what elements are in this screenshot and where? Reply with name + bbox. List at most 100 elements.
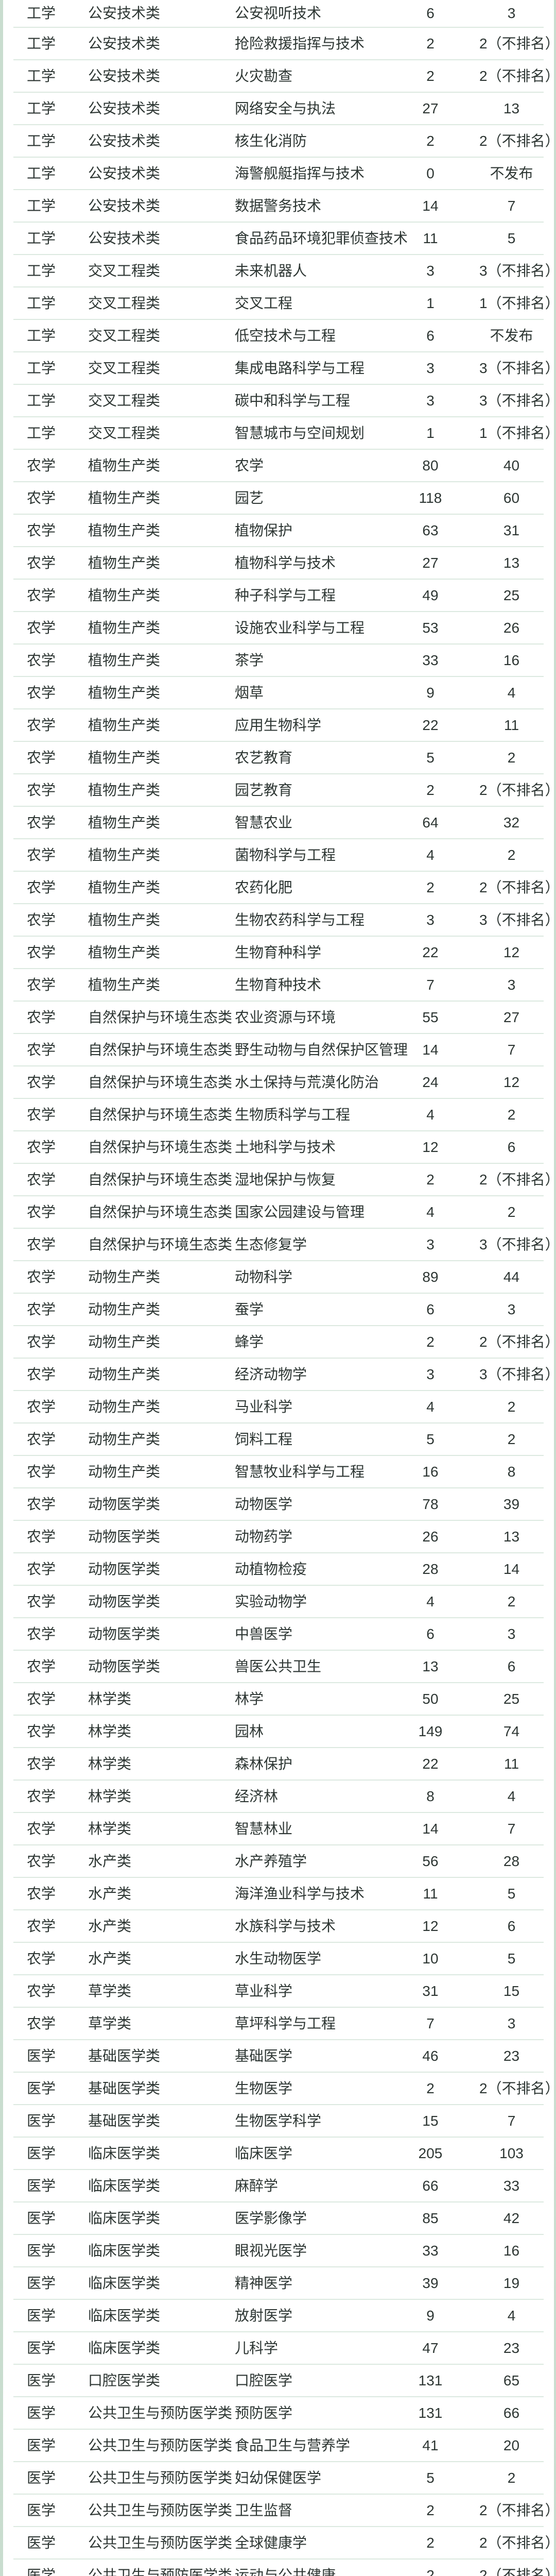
table-row: 医学 公共卫生与预防医学类 食品卫生与营养学 41 20 [13,2429,544,2461]
rank-cell: 16 [503,652,520,668]
rank-cell: 2 [507,2469,516,2486]
major-cell: 动物药学 [235,1528,293,1545]
category-cell: 交叉工程类 [88,425,161,441]
table-row: 农学 动物医学类 中兽医学 6 3 [13,1617,544,1650]
major-cell: 全球健康学 [235,2534,307,2551]
table-row: 农学 自然保护与环境生态类 水土保持与荒漠化防治 24 12 [13,1065,544,1098]
table-row: 工学 交叉工程类 低空技术与工程 6 不发布 [13,319,544,351]
count-cell: 9 [426,2307,435,2324]
major-cell: 公安视听技术 [235,5,322,21]
table-row: 工学 公安技术类 数据警务技术 14 7 [13,189,544,222]
table-row: 医学 公共卫生与预防医学类 全球健康学 2 2（不排名） [13,2526,556,2558]
major-cell: 医学影像学 [235,2210,307,2226]
category-cell: 公共卫生与预防医学类 [88,2502,233,2518]
rank-cell: 4 [507,684,516,701]
rank-cell: 2（不排名） [479,1171,556,1188]
table-row: 农学 动物生产类 动物科学 89 44 [13,1260,544,1293]
table-row: 农学 草学类 草业科学 31 15 [13,1974,544,2007]
major-cell: 临床医学 [235,2145,293,2161]
major-cell: 妇幼保健医学 [235,2469,322,2486]
table-row: 农学 自然保护与环境生态类 国家公园建设与管理 4 2 [13,1195,544,1228]
category-cell: 自然保护与环境生态类 [88,1171,233,1188]
count-cell: 27 [422,554,439,571]
discipline-cell: 农学 [27,2015,56,2031]
category-cell: 植物生产类 [88,944,161,960]
count-cell: 89 [422,1268,439,1285]
category-cell: 基础医学类 [88,2080,161,2096]
count-cell: 3 [426,1236,435,1252]
category-cell: 公安技术类 [88,132,161,149]
category-cell: 临床医学类 [88,2210,161,2226]
rank-cell: 25 [503,587,520,603]
count-cell: 6 [426,1625,435,1642]
category-cell: 公安技术类 [88,35,161,52]
table-row: 农学 自然保护与环境生态类 农业资源与环境 55 27 [13,1001,544,1033]
major-cell: 生物农药科学与工程 [235,911,365,928]
major-cell: 农业资源与环境 [235,1009,336,1025]
major-cell: 农艺教育 [235,749,293,766]
category-cell: 植物生产类 [88,814,161,831]
major-cell: 菌物科学与工程 [235,846,336,863]
category-cell: 林学类 [88,1820,132,1837]
major-cell: 运动与公共健康 [235,2567,336,2576]
count-cell: 64 [422,814,439,831]
major-cell: 土地科学与技术 [235,1139,336,1155]
discipline-cell: 农学 [27,1074,56,1090]
rank-cell: 6 [507,1918,516,1934]
rank-cell: 2（不排名） [479,132,556,149]
discipline-cell: 农学 [27,911,56,928]
rank-cell: 3（不排名） [479,360,556,376]
discipline-cell: 医学 [27,2469,56,2486]
table-row: 工学 交叉工程类 未来机器人 3 3（不排名） [13,254,556,286]
discipline-cell: 工学 [27,197,56,214]
rank-cell: 4 [507,1788,516,1804]
category-cell: 临床医学类 [88,2242,161,2259]
discipline-cell: 农学 [27,457,56,473]
discipline-cell: 农学 [27,1106,56,1123]
table-row: 农学 动物生产类 蚕学 6 3 [13,1293,544,1325]
table-row: 农学 植物生产类 农艺教育 5 2 [13,741,544,773]
major-cell: 植物科学与技术 [235,554,336,571]
discipline-cell: 农学 [27,1301,56,1317]
rank-cell: 2（不排名） [479,2080,556,2096]
discipline-cell: 农学 [27,1788,56,1804]
major-cell: 农药化肥 [235,879,293,895]
rank-cell: 13 [503,100,520,116]
count-cell: 3 [426,360,435,376]
table-row: 农学 植物生产类 设施农业科学与工程 53 26 [13,611,544,643]
rank-cell: 5 [507,1950,516,1967]
category-cell: 公共卫生与预防医学类 [88,2534,233,2551]
table-row: 医学 临床医学类 医学影像学 85 42 [13,2201,544,2234]
count-cell: 80 [422,457,439,473]
table-row: 农学 水产类 海洋渔业科学与技术 11 5 [13,1877,544,1909]
table-row: 农学 自然保护与环境生态类 生态修复学 3 3（不排名） [13,1228,556,1260]
count-cell: 53 [422,619,439,636]
major-cell: 野生动物与自然保护区管理 [235,1041,408,1058]
rank-cell: 32 [503,814,520,831]
category-cell: 交叉工程类 [88,262,161,279]
major-cell: 数据警务技术 [235,197,322,214]
discipline-cell: 工学 [27,262,56,279]
table-row: 农学 水产类 水产养殖学 56 28 [13,1844,544,1877]
rank-cell: 3（不排名） [479,1366,556,1382]
major-cell: 植物保护 [235,522,293,538]
table-row: 医学 公共卫生与预防医学类 卫生监督 2 2（不排名） [13,2494,556,2526]
rank-cell: 3（不排名） [479,262,556,279]
count-cell: 22 [422,1755,439,1772]
rank-cell: 66 [503,2404,520,2421]
table-row: 农学 植物生产类 菌物科学与工程 4 2 [13,838,544,871]
discipline-cell: 医学 [27,2080,56,2096]
count-cell: 56 [422,1853,439,1869]
count-cell: 1 [426,295,435,311]
category-cell: 自然保护与环境生态类 [88,1139,233,1155]
category-cell: 植物生产类 [88,911,161,928]
major-cell: 草业科学 [235,1982,293,1999]
count-cell: 6 [426,1301,435,1317]
major-cell: 放射医学 [235,2307,293,2324]
count-cell: 11 [423,230,438,246]
category-cell: 临床医学类 [88,2307,161,2324]
count-cell: 85 [422,2210,439,2226]
category-cell: 植物生产类 [88,976,161,993]
category-cell: 交叉工程类 [88,295,161,311]
rank-cell: 2（不排名） [479,2534,556,2551]
